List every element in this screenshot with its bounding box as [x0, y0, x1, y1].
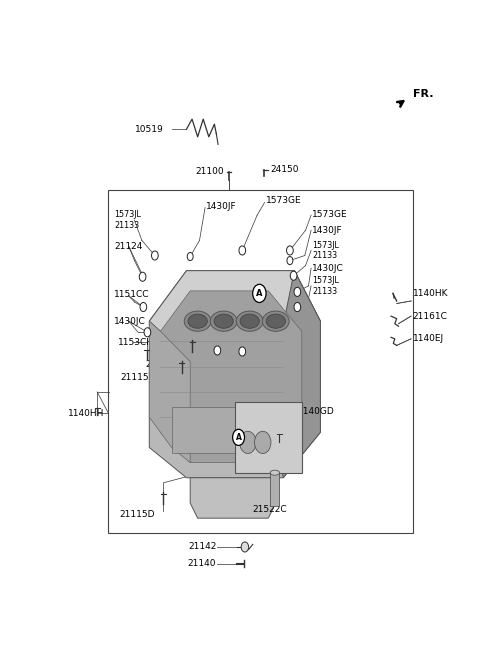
Text: 1430JF: 1430JF — [206, 201, 237, 211]
Text: 21115E: 21115E — [120, 373, 155, 382]
Text: 1430JC: 1430JC — [157, 357, 189, 366]
Circle shape — [239, 347, 246, 356]
Ellipse shape — [263, 311, 289, 331]
Circle shape — [252, 284, 266, 302]
Polygon shape — [149, 271, 321, 478]
Text: 21142: 21142 — [188, 543, 216, 552]
Text: 1430JF: 1430JF — [312, 226, 343, 235]
Text: 10519: 10519 — [135, 125, 164, 134]
Ellipse shape — [266, 314, 286, 328]
Ellipse shape — [184, 311, 211, 331]
Circle shape — [233, 429, 244, 445]
Circle shape — [187, 253, 193, 260]
Bar — [108, 190, 413, 533]
Polygon shape — [172, 407, 283, 453]
Text: 1140HH: 1140HH — [68, 409, 105, 418]
Polygon shape — [149, 271, 321, 361]
Text: 1573JL
21133: 1573JL 21133 — [114, 211, 141, 230]
Polygon shape — [160, 291, 302, 462]
Text: 1153CH: 1153CH — [118, 338, 154, 347]
Text: 1573GE: 1573GE — [266, 196, 301, 205]
Circle shape — [294, 287, 300, 297]
Text: 21115D: 21115D — [120, 510, 155, 519]
Polygon shape — [190, 478, 276, 518]
Text: 21119B: 21119B — [229, 443, 264, 452]
Text: 1140HK: 1140HK — [413, 289, 448, 298]
Text: 21100: 21100 — [195, 167, 224, 176]
Circle shape — [287, 256, 293, 264]
Circle shape — [254, 431, 271, 453]
Circle shape — [241, 542, 249, 552]
Text: 21522C: 21522C — [252, 504, 288, 514]
Text: 1140EJ: 1140EJ — [413, 335, 444, 343]
Text: 1430JC: 1430JC — [312, 264, 344, 273]
Text: 1151CC: 1151CC — [114, 291, 149, 299]
Bar — [270, 473, 279, 506]
Text: 1430JC: 1430JC — [114, 317, 146, 325]
Circle shape — [240, 431, 256, 453]
Text: A: A — [236, 433, 241, 442]
Circle shape — [239, 246, 246, 255]
Text: FR.: FR. — [413, 89, 433, 99]
Ellipse shape — [210, 311, 237, 331]
Text: 1573GE: 1573GE — [312, 210, 348, 218]
Circle shape — [139, 272, 146, 281]
Bar — [235, 402, 302, 473]
Text: 1573JL
21133: 1573JL 21133 — [312, 276, 339, 295]
Ellipse shape — [236, 311, 263, 331]
Text: A: A — [256, 289, 263, 298]
Ellipse shape — [188, 314, 207, 328]
Circle shape — [144, 328, 151, 337]
Circle shape — [290, 271, 297, 280]
Text: 21161C: 21161C — [413, 312, 447, 321]
Polygon shape — [276, 271, 321, 478]
Ellipse shape — [214, 314, 233, 328]
Ellipse shape — [270, 470, 279, 475]
Text: 21114: 21114 — [146, 359, 174, 369]
Text: 25124D: 25124D — [209, 422, 244, 432]
Text: 24150: 24150 — [270, 165, 299, 174]
Text: 1573JL
21133: 1573JL 21133 — [312, 241, 339, 260]
Text: 21140: 21140 — [188, 559, 216, 568]
Text: 1140GD: 1140GD — [298, 407, 335, 416]
Circle shape — [152, 251, 158, 260]
Polygon shape — [149, 321, 190, 462]
Circle shape — [294, 302, 300, 312]
Text: 21124: 21124 — [114, 242, 142, 251]
Ellipse shape — [240, 314, 259, 328]
Circle shape — [214, 346, 221, 355]
Circle shape — [287, 246, 293, 255]
Circle shape — [140, 302, 147, 312]
Text: 1140FN: 1140FN — [252, 354, 288, 363]
